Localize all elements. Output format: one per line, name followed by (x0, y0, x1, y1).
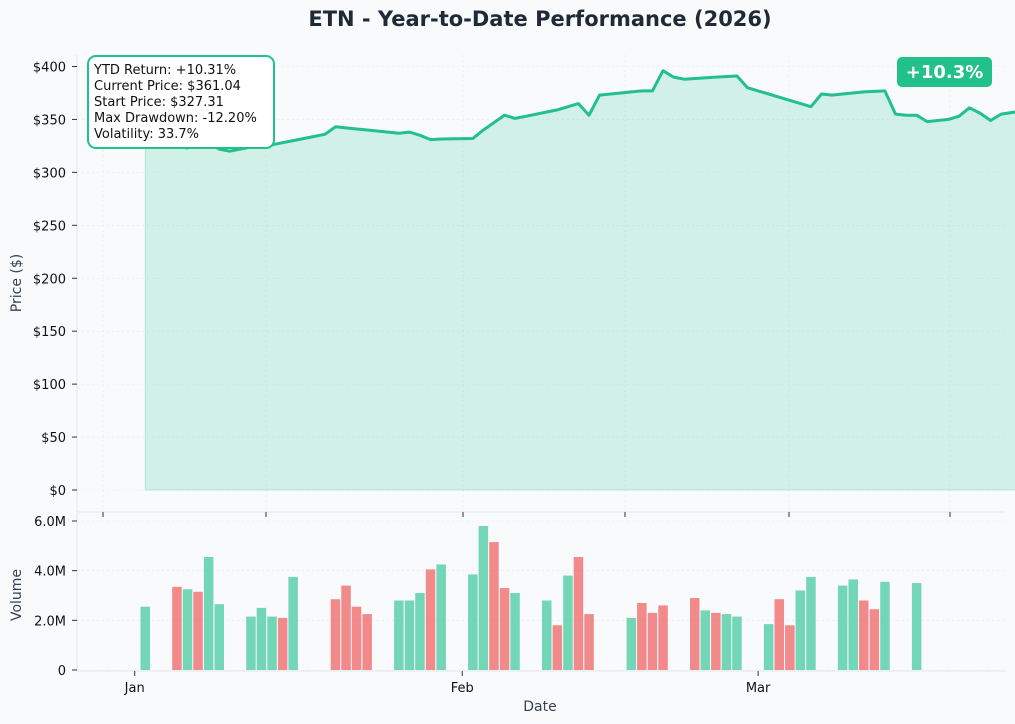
volume-bar (140, 606, 150, 670)
volume-bar (288, 576, 298, 670)
volume-bar (584, 614, 594, 670)
price-y-axis-label: Price ($) (9, 254, 25, 312)
volume-bar (869, 609, 880, 670)
stat-volatility: Volatility: 33.7% (94, 127, 199, 142)
volume-bar (489, 542, 499, 670)
volume-bar (425, 569, 436, 670)
volume-bar (732, 616, 742, 670)
volume-bar (172, 586, 182, 670)
volume-y-axis-label: Volume (9, 569, 25, 621)
return-badge-text: +10.3% (906, 62, 984, 83)
price-line (145, 69, 1015, 153)
volume-bar (394, 600, 404, 670)
volume-bar (647, 612, 658, 670)
price-y-tick-label: $200 (33, 272, 66, 287)
volume-y-tick-label: 6.0M (34, 515, 66, 530)
price-y-tick-label: $300 (33, 166, 66, 181)
stats-box-frame (87, 55, 275, 149)
price-y-tick-label: $0 (49, 484, 66, 499)
volume-bar (880, 581, 890, 670)
stat-max-drawdown: Max Drawdown: -12.20% (94, 111, 257, 126)
volume-x-ticks: Jan Feb Mar (124, 671, 771, 696)
stat-current-price: Current Price: $361.04 (94, 79, 241, 94)
return-badge-background (897, 57, 992, 87)
volume-bar (711, 612, 721, 670)
price-y-tick-label: $350 (33, 113, 66, 128)
volume-panel: 0 2.0M 4.0M 6.0M Jan Feb Mar Volume Date (9, 513, 1005, 715)
price-y-ticks: $0 $50 $100 $150 $200 $250 $300 $350 $400 (33, 61, 77, 499)
volume-bar (256, 607, 267, 670)
volume-y-tick-label: 4.0M (34, 565, 66, 580)
return-badge: +10.3% (897, 57, 992, 87)
volume-bar (637, 603, 647, 670)
volume-bar (573, 557, 584, 670)
volume-y-tick-label: 0 (58, 664, 66, 679)
volume-bar (700, 610, 710, 670)
price-y-tick-label: $400 (33, 61, 66, 76)
volume-bar (341, 585, 351, 670)
volume-bar (774, 599, 784, 670)
price-panel: $0 $50 $100 $150 $200 $250 $300 $350 $400 Price … (9, 55, 1015, 517)
volume-bar (404, 600, 415, 670)
stat-ytd-return: YTD Return: +10.31% (93, 63, 236, 78)
volume-bar (478, 526, 489, 670)
volume-bar (203, 557, 214, 670)
volume-bar (330, 599, 341, 670)
price-y-tick-label: $100 (33, 378, 66, 393)
volume-bar (721, 614, 732, 670)
stats-box: YTD Return: +10.31% Current Price: $361.… (87, 55, 275, 149)
volume-y-tick-label: 2.0M (34, 614, 66, 629)
volume-bars (140, 526, 922, 670)
volume-bar (911, 583, 922, 670)
price-y-tick-label: $50 (41, 431, 66, 446)
x-tick-label: Jan (124, 681, 145, 696)
volume-bar (193, 591, 203, 670)
volume-bar (626, 617, 637, 670)
volume-bar (658, 605, 668, 670)
volume-bar (542, 600, 552, 670)
price-y-tick-label: $250 (33, 219, 66, 234)
volume-bar (267, 616, 277, 670)
price-y-tick-label: $150 (33, 325, 66, 340)
volume-bar (763, 624, 774, 670)
x-tick-label: Mar (746, 681, 771, 696)
volume-bar (246, 616, 256, 670)
chart-title: ETN - Year-to-Date Performance (2026) (308, 7, 771, 31)
x-axis-label: Date (523, 699, 556, 715)
volume-bar (362, 614, 372, 670)
volume-bar (436, 564, 446, 670)
volume-bar (795, 590, 806, 670)
volume-bar (837, 585, 848, 670)
volume-y-ticks: 0 2.0M 4.0M 6.0M (34, 515, 77, 679)
volume-bar (214, 604, 224, 670)
stat-start-price: Start Price: $327.31 (94, 95, 224, 110)
volume-bar (563, 575, 573, 670)
volume-bar (859, 600, 869, 670)
volume-bar (690, 598, 700, 670)
volume-bar (468, 574, 478, 670)
x-tick-label: Feb (451, 681, 474, 696)
volume-bar (499, 588, 510, 670)
volume-bar (510, 593, 520, 670)
price-area-fill (144, 69, 1015, 491)
volume-bar (351, 606, 362, 670)
volume-bar (182, 589, 193, 670)
volume-bar (552, 625, 563, 670)
volume-bar (277, 617, 288, 670)
volume-bar (415, 593, 425, 670)
volume-bar (806, 576, 816, 670)
volume-bar (785, 625, 795, 670)
price-x-tick-marks (102, 512, 951, 517)
volume-bar (848, 579, 858, 670)
